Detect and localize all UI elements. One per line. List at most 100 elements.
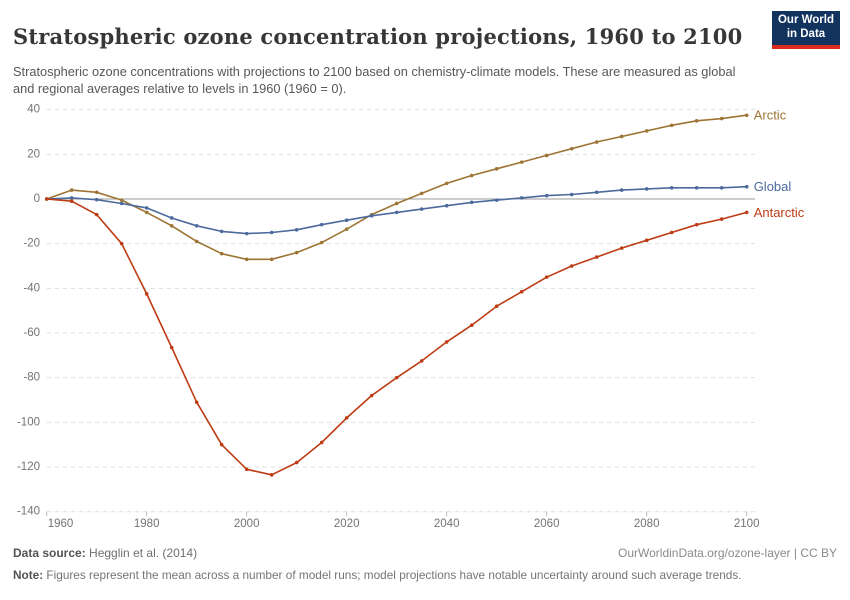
point-global-1990[interactable] (194, 224, 199, 228)
point-global-2025[interactable] (369, 213, 374, 218)
point-antarctic-1995[interactable] (219, 442, 224, 447)
point-global-2055[interactable] (519, 196, 524, 200)
footer-link[interactable]: OurWorldinData.org/ozone-layer | CC BY (618, 546, 837, 560)
point-arctic-1985[interactable] (169, 224, 174, 228)
line-antarctic[interactable] (45, 198, 748, 476)
point-antarctic-2080[interactable] (644, 238, 649, 243)
point-antarctic-1965[interactable] (69, 199, 74, 204)
point-antarctic-2045[interactable] (469, 323, 474, 327)
point-arctic-2015[interactable] (319, 240, 324, 245)
point-global-2095[interactable] (719, 186, 724, 190)
point-arctic-2060[interactable] (544, 153, 549, 158)
point-arctic-2045[interactable] (469, 173, 474, 178)
point-arctic-2090[interactable] (694, 119, 699, 123)
y-tick-label--20: -20 (23, 238, 40, 250)
point-arctic-2095[interactable] (719, 116, 724, 121)
point-global-2065[interactable] (569, 192, 574, 197)
point-global-2100[interactable] (744, 184, 749, 189)
point-antarctic-2070[interactable] (594, 255, 599, 259)
point-antarctic-2010[interactable] (294, 460, 299, 465)
point-antarctic-1980[interactable] (144, 292, 149, 296)
point-arctic-2080[interactable] (644, 129, 649, 133)
point-antarctic-1990[interactable] (194, 400, 199, 405)
note-value: Figures represent the mean across a numb… (43, 568, 742, 582)
point-global-1985[interactable] (169, 216, 174, 220)
point-arctic-2055[interactable] (519, 160, 524, 164)
point-antarctic-2050[interactable] (494, 304, 499, 309)
point-antarctic-2000[interactable] (244, 467, 249, 472)
point-global-2070[interactable] (594, 190, 599, 195)
source-label: Data source: (13, 546, 86, 560)
point-global-2060[interactable] (544, 193, 549, 198)
point-arctic-2030[interactable] (394, 201, 399, 206)
point-antarctic-2095[interactable] (719, 217, 724, 221)
point-global-2035[interactable] (419, 207, 424, 211)
point-global-1975[interactable] (119, 201, 124, 206)
point-global-1995[interactable] (219, 229, 224, 234)
point-global-1965[interactable] (69, 196, 74, 200)
point-global-2010[interactable] (294, 228, 299, 232)
point-antarctic-2015[interactable] (319, 440, 324, 445)
point-global-2005[interactable] (269, 230, 274, 235)
footer-note: Note: Figures represent the mean across … (13, 568, 837, 582)
point-global-2090[interactable] (694, 186, 699, 190)
series-label-arctic[interactable]: Arctic (754, 108, 787, 123)
point-antarctic-2025[interactable] (369, 393, 374, 398)
point-antarctic-1975[interactable] (119, 241, 124, 246)
point-antarctic-2075[interactable] (619, 246, 624, 250)
point-arctic-1990[interactable] (194, 239, 199, 244)
point-global-2030[interactable] (394, 210, 399, 215)
point-global-2045[interactable] (469, 200, 474, 205)
point-arctic-2075[interactable] (619, 134, 624, 139)
series-label-antarctic[interactable]: Antarctic (754, 205, 805, 220)
point-antarctic-2035[interactable] (419, 359, 424, 363)
point-antarctic-2005[interactable] (269, 473, 274, 477)
point-arctic-2035[interactable] (419, 191, 424, 196)
point-antarctic-2060[interactable] (544, 275, 549, 279)
point-global-2000[interactable] (244, 231, 249, 236)
point-arctic-1970[interactable] (94, 190, 99, 195)
point-antarctic-1960[interactable] (44, 197, 49, 201)
point-antarctic-1985[interactable] (169, 345, 174, 350)
point-antarctic-2030[interactable] (394, 375, 399, 380)
point-arctic-2070[interactable] (594, 140, 599, 144)
point-antarctic-2020[interactable] (344, 416, 349, 420)
point-arctic-2000[interactable] (244, 257, 249, 262)
point-antarctic-2055[interactable] (519, 289, 524, 294)
point-antarctic-1970[interactable] (94, 212, 99, 217)
point-arctic-2065[interactable] (569, 146, 574, 151)
y-tick-label--100: -100 (17, 416, 40, 428)
point-arctic-1980[interactable] (144, 210, 149, 215)
y-tick-label-0: 0 (34, 193, 40, 205)
point-antarctic-2085[interactable] (669, 230, 674, 235)
point-arctic-2040[interactable] (444, 181, 449, 186)
point-antarctic-2040[interactable] (444, 340, 449, 344)
point-arctic-2005[interactable] (269, 257, 274, 262)
point-arctic-2020[interactable] (344, 227, 349, 231)
line-arctic[interactable] (45, 114, 748, 261)
footer-source: Data source: Hegglin et al. (2014) (13, 546, 197, 560)
point-arctic-2010[interactable] (294, 250, 299, 255)
point-global-1970[interactable] (94, 197, 99, 202)
point-arctic-1975[interactable] (119, 198, 124, 202)
point-global-2085[interactable] (669, 186, 674, 190)
point-antarctic-2065[interactable] (569, 264, 574, 268)
line-global[interactable] (45, 185, 748, 235)
point-antarctic-2090[interactable] (694, 222, 699, 227)
point-global-2040[interactable] (444, 203, 449, 208)
point-global-2015[interactable] (319, 222, 324, 227)
point-global-1980[interactable] (144, 206, 149, 210)
point-arctic-1995[interactable] (219, 251, 224, 256)
point-global-2020[interactable] (344, 218, 349, 223)
point-global-2075[interactable] (619, 188, 624, 192)
owid-logo[interactable]: Our World in Data (772, 11, 840, 49)
point-arctic-1965[interactable] (69, 188, 74, 192)
point-antarctic-2100[interactable] (744, 210, 749, 215)
series-label-global[interactable]: Global (754, 179, 792, 194)
point-global-2050[interactable] (494, 198, 499, 202)
point-arctic-2100[interactable] (744, 113, 749, 118)
point-arctic-2050[interactable] (494, 167, 499, 171)
point-global-2080[interactable] (644, 187, 649, 191)
point-arctic-2085[interactable] (669, 123, 674, 128)
x-tick-label-2100: 2100 (734, 518, 760, 530)
